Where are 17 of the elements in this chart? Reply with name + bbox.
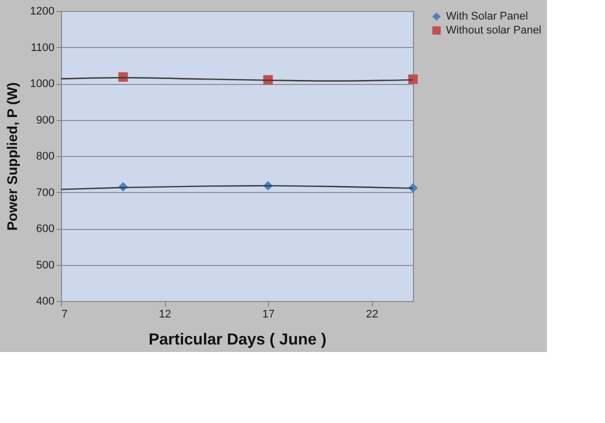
y-tick-label: 500 [36, 259, 54, 272]
y-tick-label: 900 [36, 114, 54, 126]
y-tick-label: 800 [36, 150, 54, 162]
x-axis-title: Particular Days ( June ) [148, 332, 326, 348]
x-tick-label: 7 [62, 308, 68, 320]
y-tick-label: 1100 [30, 42, 54, 54]
x-tick-label: 12 [158, 308, 172, 320]
y-axis-title: Power Supplied, P (W) [4, 82, 20, 231]
y-tick-label: 1200 [30, 6, 54, 18]
x-tick-label: 17 [262, 308, 275, 320]
y-tick-label: 400 [36, 296, 54, 308]
y-tick-label: 600 [36, 223, 54, 235]
y-tick-label: 1000 [30, 78, 54, 90]
y-tick-label: 700 [36, 186, 54, 199]
legend-label: With Solar Panel [446, 10, 528, 22]
legend-label: Without solar Panel [446, 24, 542, 36]
x-tick-label: 22 [366, 308, 378, 320]
